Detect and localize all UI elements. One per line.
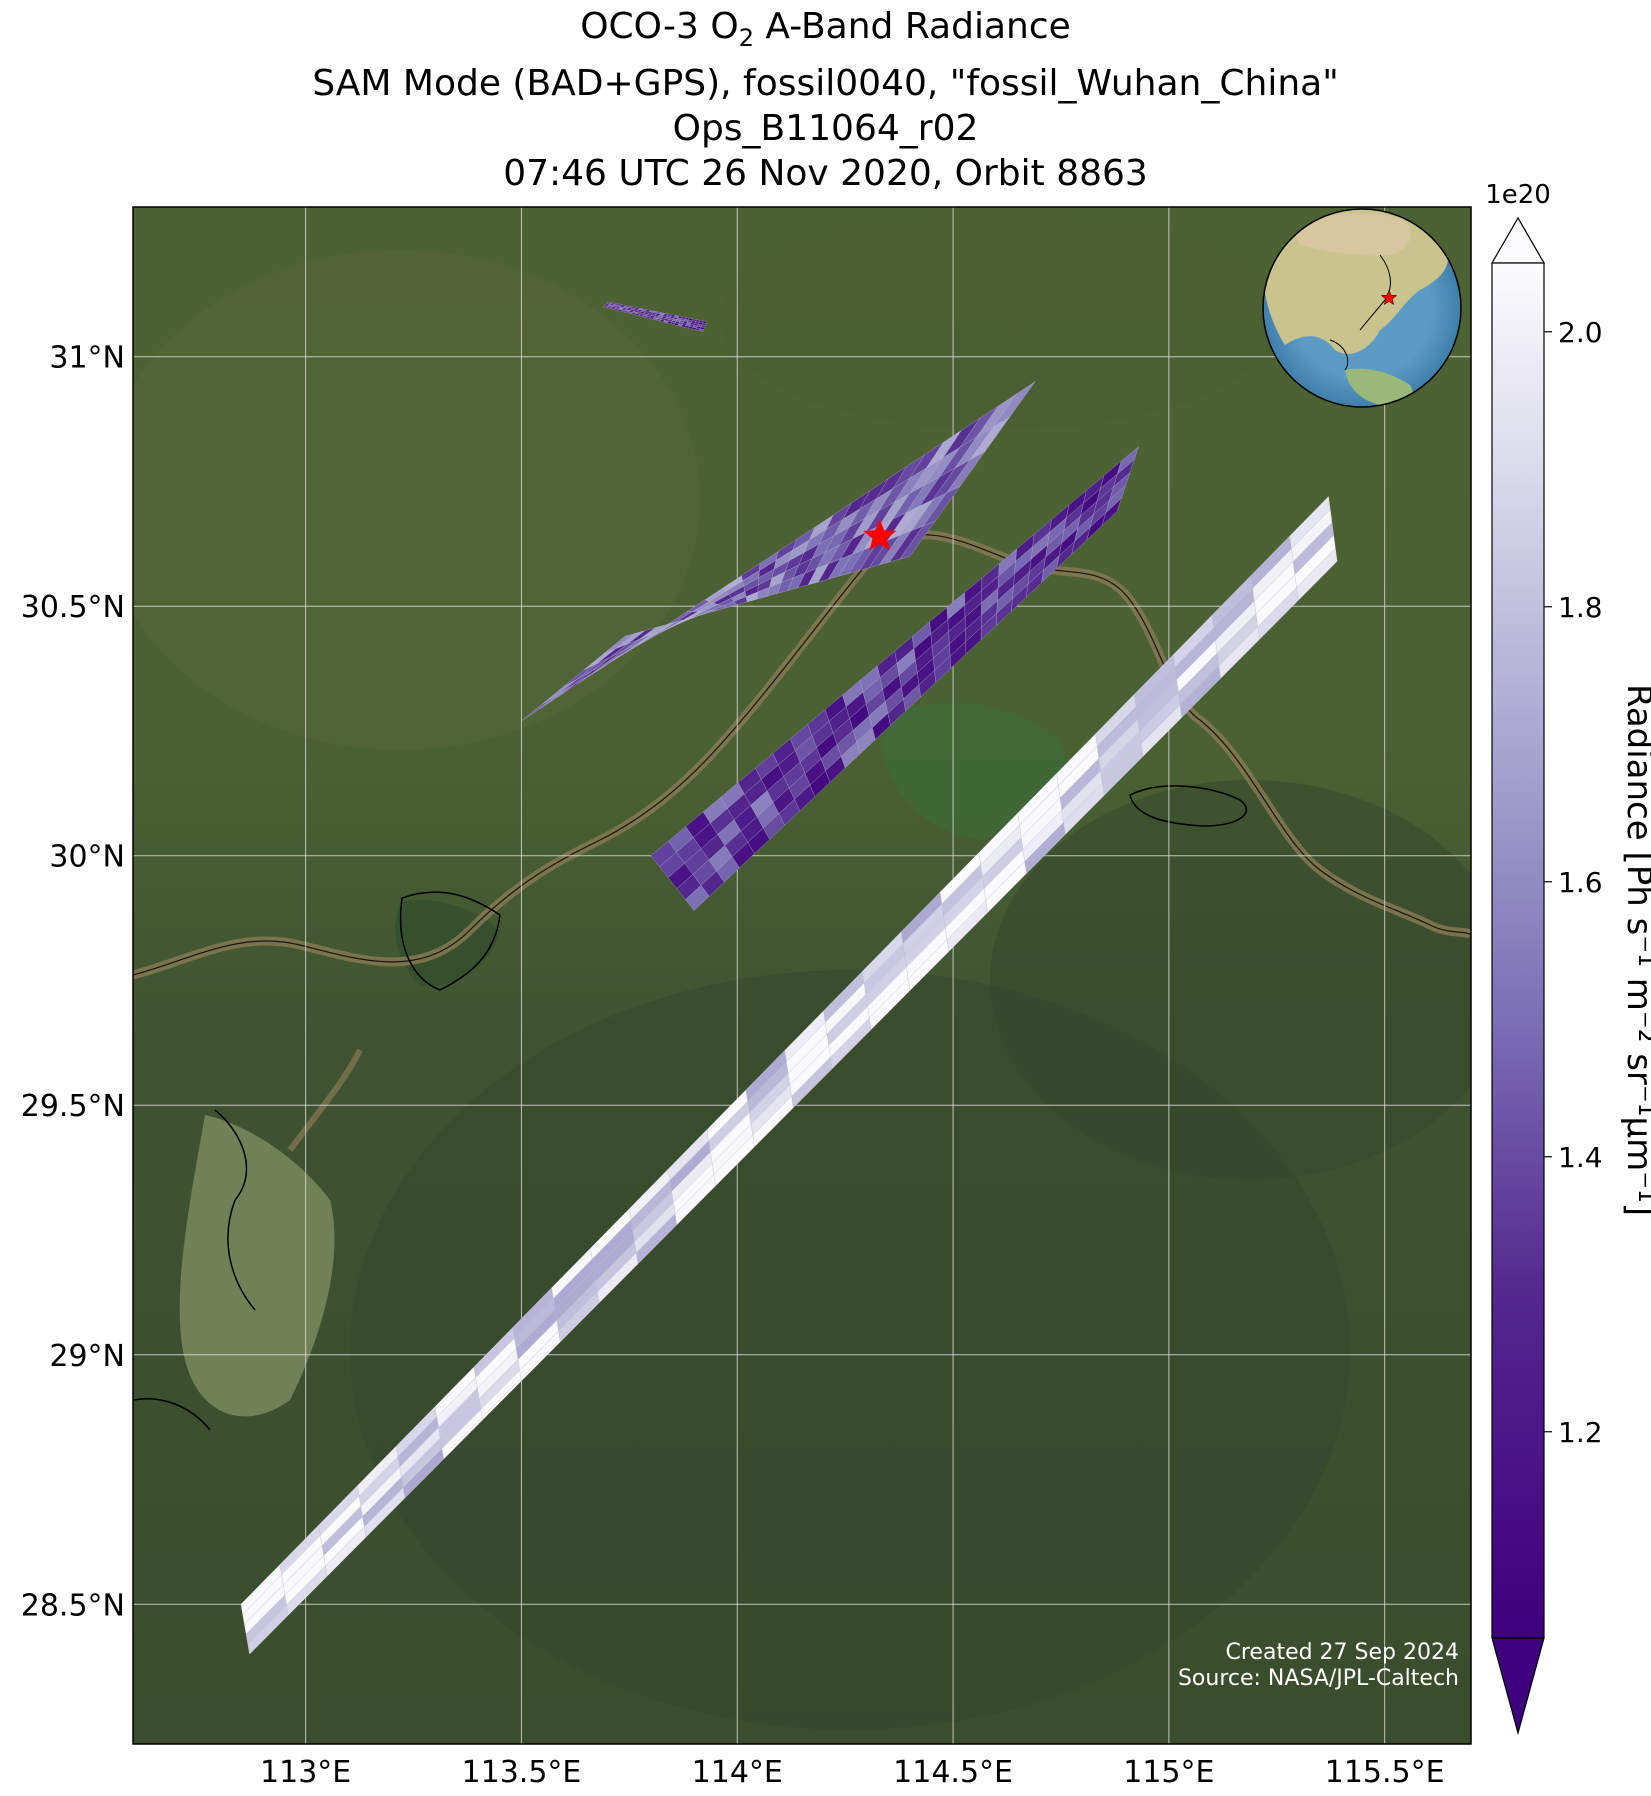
colorbar: 1.2 1.4 1.6 1.8 2.0 1e20 Radiance [Ph s⁻¹ m⁻… (1485, 180, 1651, 1736)
swath-1 (603, 301, 708, 332)
title-line-4: 07:46 UTC 26 Nov 2020, Orbit 8863 (503, 153, 1148, 195)
star-icon (863, 519, 897, 551)
figure-title: OCO-3 O2 A-Band Radiance SAM Mode (BAD+G… (0, 4, 1651, 196)
lat-tick-label: 29°N (49, 1339, 125, 1374)
lat-tick-label: 31°N (49, 341, 125, 376)
title-line-3: Ops_B11064_r02 (672, 108, 979, 150)
credit-created: Created 27 Sep 2024 (1225, 1640, 1460, 1665)
colorbar-tick-label: 1.6 (1558, 866, 1603, 899)
inset-globe (1262, 208, 1462, 408)
map-frame (132, 206, 1472, 1745)
colorbar-tick-label: 2.0 (1558, 316, 1603, 349)
title-line-1-rest: A-Band Radiance (753, 6, 1071, 47)
lon-tick-label: 115°E (1123, 1755, 1214, 1790)
colorbar-extend-max (1490, 216, 1546, 264)
lon-tick-label: 114°E (692, 1755, 783, 1790)
colorbar-tick-label: 1.2 (1558, 1416, 1603, 1449)
lat-tick-label: 30°N (49, 840, 125, 875)
colorbar-gradient (1492, 263, 1544, 1638)
swath-3 (650, 446, 1139, 911)
lake-shape (179, 1115, 335, 1417)
colorbar-ticks: 1.2 1.4 1.6 1.8 2.0 (1544, 316, 1603, 1449)
title-line-2: SAM Mode (BAD+GPS), fossil0040, "fossil_… (312, 63, 1339, 105)
lon-tick-label: 113°E (260, 1755, 351, 1790)
colorbar-tick-label: 1.8 (1558, 591, 1603, 624)
colorbar-tick-label: 1.4 (1558, 1141, 1603, 1174)
lat-tick-label: 30.5°N (21, 590, 125, 625)
lat-tick-label: 28.5°N (21, 1588, 125, 1623)
lon-tick-label: 113.5°E (462, 1755, 582, 1790)
colorbar-offset-label: 1e20 (1485, 180, 1551, 210)
title-line-1-main: OCO-3 O (580, 6, 739, 47)
credit-source: Source: NASA/JPL-Caltech (1177, 1666, 1459, 1691)
lon-tick-label: 115.5°E (1325, 1755, 1445, 1790)
lat-tick-label: 29.5°N (21, 1089, 125, 1124)
globe-star-icon (1380, 289, 1398, 306)
colorbar-extend-min (1491, 1637, 1545, 1736)
map-background (133, 207, 1471, 1744)
map-gridlines (133, 207, 1471, 1744)
lake-contour (399, 891, 501, 991)
lon-tick-label: 114.5°E (893, 1755, 1013, 1790)
latitude-tick-labels: 31°N 30.5°N 30°N 29.5°N 29°N 28.5°N (21, 341, 125, 1624)
swath-4 (240, 496, 1338, 1655)
radiance-swaths (240, 301, 1338, 1655)
title-line-1: OCO-3 O2 A-Band Radiance (0, 4, 1651, 61)
title-subscript: 2 (738, 24, 754, 53)
target-marker (863, 519, 897, 551)
swath-2 (521, 381, 1036, 722)
longitude-tick-labels: 113°E 113.5°E 114°E 114.5°E 115°E 115.5°E (260, 1755, 1445, 1790)
colorbar-label: Radiance [Ph s⁻¹ m⁻² sr⁻¹μm⁻¹] (1619, 684, 1651, 1216)
